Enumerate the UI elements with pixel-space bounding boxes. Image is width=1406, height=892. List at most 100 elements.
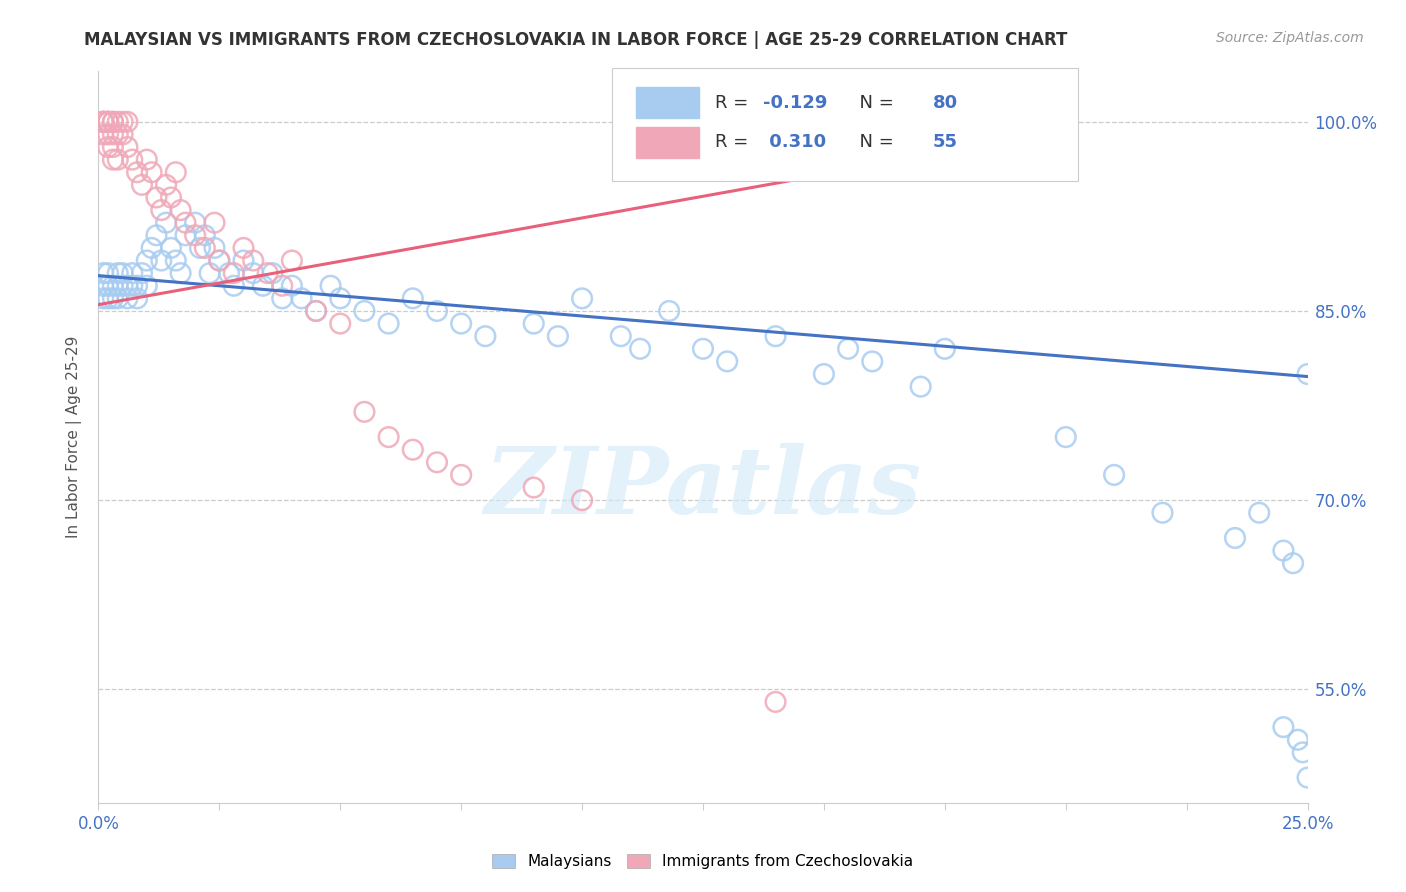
Point	[97, 266, 120, 280]
Legend: Malaysians, Immigrants from Czechoslovakia: Malaysians, Immigrants from Czechoslovak…	[486, 848, 920, 875]
Point	[174, 216, 197, 230]
Point	[111, 266, 134, 280]
Point	[91, 115, 114, 129]
Text: -0.129: -0.129	[763, 94, 828, 112]
Point	[329, 317, 352, 331]
Point	[169, 203, 191, 218]
Point	[101, 115, 124, 129]
Point	[97, 291, 120, 305]
Point	[101, 140, 124, 154]
Point	[91, 266, 114, 280]
FancyBboxPatch shape	[613, 68, 1078, 181]
Point	[127, 165, 149, 179]
Point	[353, 304, 375, 318]
Point	[131, 178, 153, 192]
Point	[290, 291, 312, 305]
Point	[222, 278, 245, 293]
Point	[97, 115, 120, 129]
Point	[165, 253, 187, 268]
Point	[97, 278, 120, 293]
Point	[1286, 732, 1309, 747]
Point	[204, 241, 226, 255]
Point	[117, 140, 139, 154]
Point	[141, 165, 163, 179]
Point	[271, 278, 294, 293]
Point	[150, 253, 173, 268]
Point	[208, 253, 231, 268]
Text: 55: 55	[932, 133, 957, 152]
Point	[101, 153, 124, 167]
Point	[377, 430, 399, 444]
Point	[242, 253, 264, 268]
Point	[155, 178, 177, 192]
Point	[1102, 467, 1125, 482]
Text: N =: N =	[848, 94, 900, 112]
Point	[194, 228, 217, 243]
Point	[377, 317, 399, 331]
Point	[135, 278, 157, 293]
Point	[523, 317, 546, 331]
Point	[101, 115, 124, 129]
Text: N =: N =	[848, 133, 900, 152]
Point	[319, 278, 342, 293]
Point	[523, 481, 546, 495]
Point	[97, 115, 120, 129]
Point	[271, 291, 294, 305]
Text: R =: R =	[716, 133, 754, 152]
Point	[305, 304, 328, 318]
Point	[135, 253, 157, 268]
Text: 0.310: 0.310	[763, 133, 827, 152]
Point	[281, 253, 304, 268]
Point	[1282, 556, 1305, 570]
Point	[218, 266, 240, 280]
Point	[188, 241, 211, 255]
Point	[1296, 367, 1319, 381]
Point	[155, 216, 177, 230]
Point	[91, 115, 114, 129]
Point	[97, 115, 120, 129]
Point	[329, 291, 352, 305]
FancyBboxPatch shape	[637, 87, 699, 118]
Point	[402, 291, 425, 305]
Point	[610, 329, 633, 343]
Point	[135, 153, 157, 167]
Point	[426, 304, 449, 318]
Point	[121, 266, 143, 280]
Point	[252, 278, 274, 293]
Point	[256, 266, 278, 280]
Point	[117, 291, 139, 305]
Point	[111, 115, 134, 129]
Point	[107, 153, 129, 167]
Point	[1249, 506, 1271, 520]
Point	[910, 379, 932, 393]
Point	[628, 342, 651, 356]
Point	[160, 241, 183, 255]
Point	[141, 241, 163, 255]
Point	[305, 304, 328, 318]
Point	[571, 493, 593, 508]
Point	[222, 266, 245, 280]
Point	[934, 342, 956, 356]
Point	[232, 241, 254, 255]
Point	[658, 304, 681, 318]
Point	[450, 467, 472, 482]
Point	[91, 291, 114, 305]
Point	[145, 228, 167, 243]
Point	[121, 153, 143, 167]
Point	[547, 329, 569, 343]
Point	[101, 128, 124, 142]
Point	[1272, 720, 1295, 734]
Point	[1292, 745, 1315, 759]
Point	[353, 405, 375, 419]
Point	[127, 278, 149, 293]
Point	[198, 266, 221, 280]
Point	[426, 455, 449, 469]
Point	[145, 190, 167, 204]
Point	[281, 278, 304, 293]
Point	[91, 278, 114, 293]
Point	[402, 442, 425, 457]
Point	[184, 216, 207, 230]
Point	[91, 128, 114, 142]
Point	[101, 291, 124, 305]
Point	[450, 317, 472, 331]
